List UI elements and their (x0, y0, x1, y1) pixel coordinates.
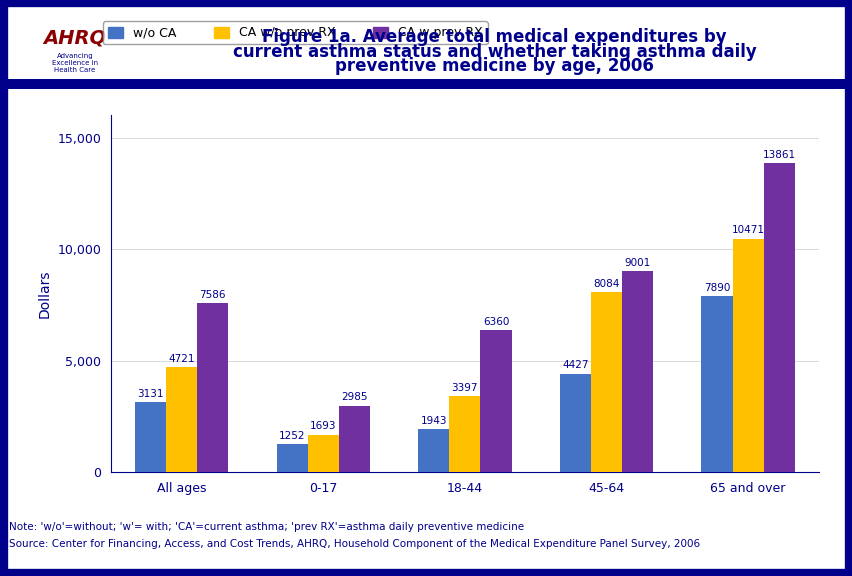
Text: 1252: 1252 (279, 431, 305, 441)
Text: 1943: 1943 (420, 416, 446, 426)
Text: 8084: 8084 (593, 279, 619, 289)
Bar (308, 434, 338, 472)
Text: Figure 1a. Average total medical expenditures by: Figure 1a. Average total medical expendi… (262, 28, 726, 47)
Bar (276, 444, 308, 472)
Bar (732, 238, 763, 472)
Bar (135, 403, 166, 472)
Text: 13861: 13861 (762, 150, 795, 160)
Bar (166, 367, 197, 472)
Bar (417, 429, 449, 472)
Bar (559, 373, 590, 472)
Text: 7890: 7890 (703, 283, 729, 293)
Text: Advancing
Excellence in
Health Care: Advancing Excellence in Health Care (52, 54, 98, 73)
Text: AHRQ: AHRQ (43, 28, 106, 47)
Bar (480, 331, 511, 472)
Text: 3397: 3397 (451, 383, 478, 393)
Text: Source: Center for Financing, Access, and Cost Trends, AHRQ, Household Component: Source: Center for Financing, Access, an… (9, 539, 699, 550)
Bar (338, 406, 370, 472)
Text: Note: 'w/o'=without; 'w'= with; 'CA'=current asthma; 'prev RX'=asthma daily prev: Note: 'w/o'=without; 'w'= with; 'CA'=cur… (9, 522, 523, 532)
Text: 6360: 6360 (482, 317, 509, 327)
Text: 4427: 4427 (561, 360, 588, 370)
Text: 10471: 10471 (731, 225, 763, 235)
Bar (449, 396, 480, 472)
Bar (700, 296, 732, 472)
Text: 7586: 7586 (199, 290, 226, 300)
Legend: w/o CA, CA w/o prev RX, CA w prev RX: w/o CA, CA w/o prev RX, CA w prev RX (103, 21, 487, 44)
Text: 4721: 4721 (168, 354, 195, 363)
Text: 3131: 3131 (137, 389, 164, 399)
Text: 1693: 1693 (309, 421, 337, 431)
Bar (763, 163, 794, 472)
Text: current asthma status and whether taking asthma daily: current asthma status and whether taking… (233, 43, 756, 61)
Text: preventive medicine by age, 2006: preventive medicine by age, 2006 (335, 57, 653, 75)
Bar (197, 303, 228, 472)
Text: 9001: 9001 (624, 258, 650, 268)
Bar (590, 292, 621, 472)
Text: 2985: 2985 (341, 392, 367, 403)
Bar (621, 271, 653, 472)
Y-axis label: Dollars: Dollars (37, 270, 52, 318)
